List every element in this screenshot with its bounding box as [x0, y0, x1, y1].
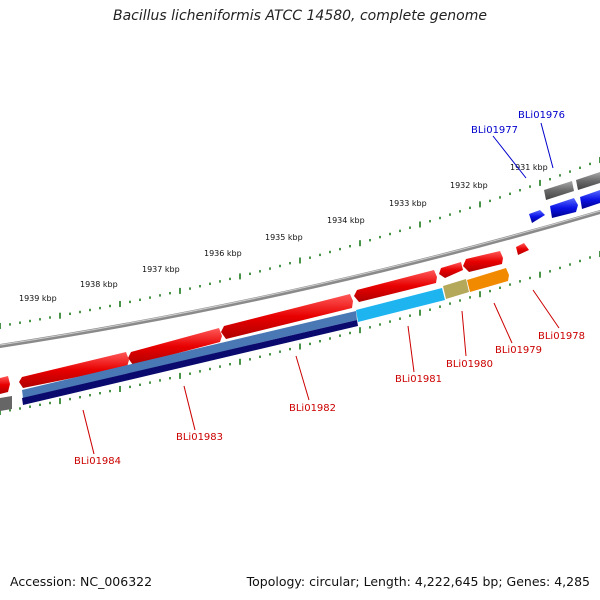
- gene-red-BLi01983[interactable]: [128, 328, 222, 365]
- red-gene-track: [0, 243, 529, 394]
- leader-BLi01981: [407, 325, 415, 373]
- gene-label-BLi01981[interactable]: BLi01981: [395, 374, 442, 385]
- leader-BLi01976: [540, 122, 554, 169]
- gene-label-BLi01976[interactable]: BLi01976: [518, 110, 565, 121]
- kbp-label-1937: 1937 kbp: [142, 265, 180, 274]
- leader-BLi01977: [492, 135, 527, 179]
- leader-BLi01980: [461, 310, 467, 357]
- backbone-arc: [0, 210, 600, 348]
- gene-red-left-edge[interactable]: [0, 376, 10, 394]
- gene-label-BLi01980[interactable]: BLi01980: [446, 359, 493, 370]
- gene-red-BLi01978[interactable]: [516, 243, 529, 255]
- gene-label-BLi01982[interactable]: BLi01982: [289, 403, 336, 414]
- gene-blue-BLi01976[interactable]: [550, 198, 578, 218]
- leader-BLi01979: [493, 302, 513, 344]
- gene-red-BLi01982[interactable]: [221, 294, 353, 339]
- gene-red-BLi01984[interactable]: [19, 352, 129, 388]
- gene-red-BLi01981[interactable]: [354, 270, 437, 302]
- band-steelblue: [22, 311, 357, 398]
- leader-BLi01984: [82, 409, 95, 455]
- gene-grey-2[interactable]: [576, 172, 600, 190]
- kbp-label-1938: 1938 kbp: [80, 280, 118, 289]
- genome-summary-text: Topology: circular; Length: 4,222,645 bp…: [246, 574, 590, 589]
- gene-label-BLi01979[interactable]: BLi01979: [495, 345, 542, 356]
- gene-label-BLi01977[interactable]: BLi01977: [471, 125, 518, 136]
- kbp-label-1939: 1939 kbp: [19, 294, 57, 303]
- band-grey-left: [0, 396, 12, 411]
- band-navy: [22, 320, 358, 405]
- gene-labels: BLi01976 BLi01977 BLi01978 BLi01979 BLi0…: [74, 110, 585, 467]
- kbp-labels: 1931 kbp 1932 kbp 1933 kbp 1934 kbp 1935…: [19, 163, 548, 303]
- gene-grey-1[interactable]: [544, 181, 574, 200]
- kbp-label-1934: 1934 kbp: [327, 216, 365, 225]
- inner-ruler-ticks: [0, 251, 600, 415]
- kbp-label-1935: 1935 kbp: [265, 233, 303, 242]
- map-title: Bacillus licheniformis ATCC 14580, compl…: [113, 8, 487, 24]
- band-cyan: [356, 288, 445, 322]
- outer-strand-genes: [529, 172, 600, 223]
- outer-ruler-ticks: [0, 157, 600, 329]
- accession-text: Accession: NC_006322: [10, 574, 153, 589]
- kbp-label-1932: 1932 kbp: [450, 181, 488, 190]
- gene-label-BLi01984[interactable]: BLi01984: [74, 456, 121, 467]
- domain-bands: [0, 268, 509, 411]
- gene-blue-2[interactable]: [580, 190, 600, 209]
- band-orange: [467, 268, 509, 292]
- leader-BLi01982: [295, 355, 310, 401]
- leader-lines: [82, 122, 560, 455]
- leader-BLi01983: [183, 385, 196, 431]
- gene-label-BLi01983[interactable]: BLi01983: [176, 432, 223, 443]
- leader-BLi01978: [532, 289, 560, 329]
- gene-red-small-2[interactable]: [439, 262, 463, 278]
- kbp-label-1931: 1931 kbp: [510, 163, 548, 172]
- kbp-label-1936: 1936 kbp: [204, 249, 242, 258]
- kbp-label-1933: 1933 kbp: [389, 199, 427, 208]
- gene-red-small-1[interactable]: [463, 251, 503, 272]
- backbone-arc-highlight: [0, 210, 600, 346]
- band-olive: [443, 279, 469, 299]
- gene-label-BLi01978[interactable]: BLi01978: [538, 331, 585, 342]
- gene-blue-BLi01977[interactable]: [529, 210, 545, 223]
